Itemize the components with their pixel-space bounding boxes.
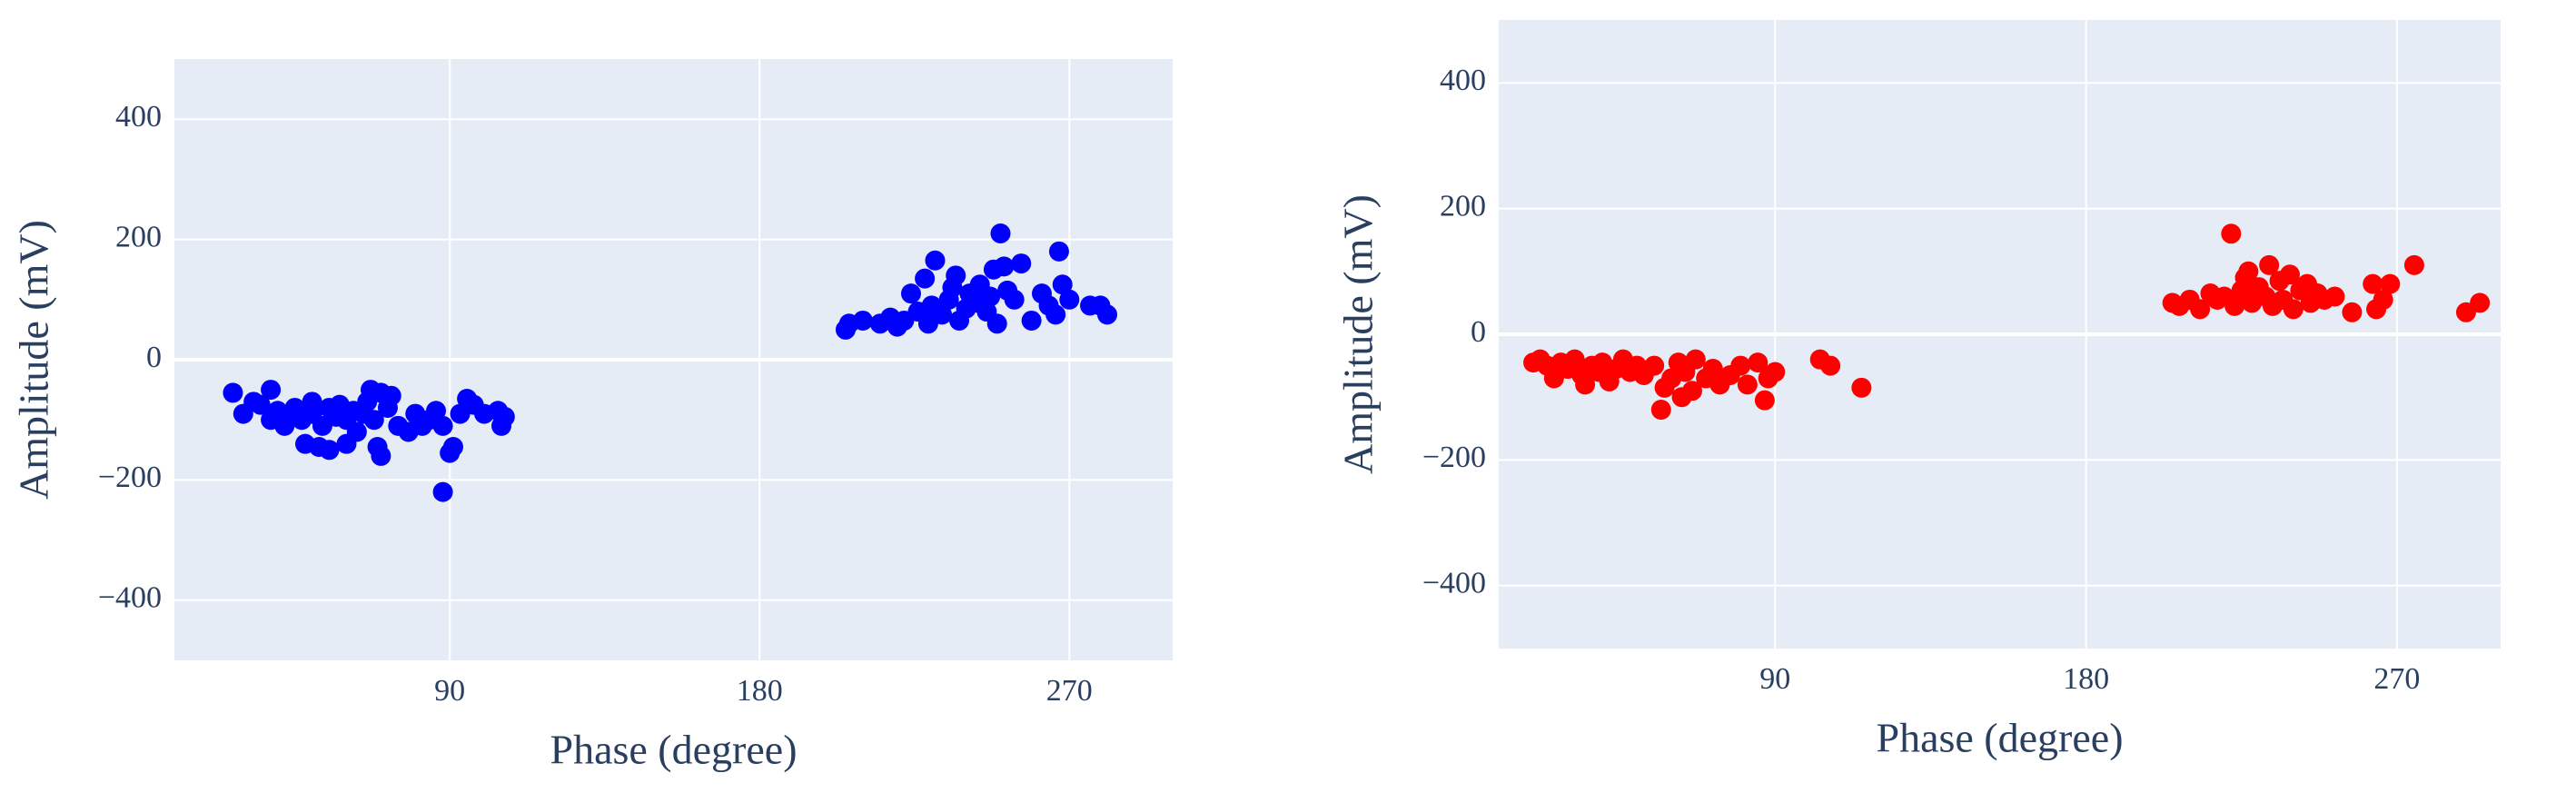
- point: [2221, 223, 2242, 244]
- point: [932, 304, 953, 325]
- y-tick-label: 200: [1440, 189, 1486, 223]
- point: [494, 406, 515, 427]
- y-tick-label: 400: [115, 100, 162, 134]
- point: [2342, 302, 2363, 322]
- point: [1820, 355, 1841, 376]
- point: [1048, 241, 1069, 262]
- point: [925, 250, 946, 271]
- x-axis-title: Phase (degree): [550, 727, 797, 773]
- y-axis-title: Amplitude (mV): [11, 220, 57, 500]
- point: [1011, 253, 1032, 274]
- point: [250, 394, 271, 415]
- point: [2470, 292, 2491, 313]
- point: [1096, 304, 1117, 325]
- chart: 90 180 270 −400 −200 0 200 400 Phase (degree) Amp…: [11, 59, 1173, 773]
- point: [980, 286, 1001, 307]
- point: [2403, 254, 2424, 275]
- point: [1737, 374, 1758, 395]
- y-tick-label: 400: [1440, 64, 1486, 97]
- point: [1851, 377, 1872, 398]
- point: [1564, 349, 1585, 370]
- point: [2373, 289, 2393, 310]
- point: [442, 436, 463, 457]
- point: [990, 223, 1011, 243]
- x-tick-label: 270: [2373, 662, 2420, 696]
- y-tick-label: −200: [98, 461, 162, 494]
- point: [1765, 362, 1786, 382]
- point: [346, 421, 367, 442]
- point: [432, 415, 453, 436]
- y-tick-label: −200: [1422, 441, 1486, 474]
- x-tick-label: 180: [2063, 662, 2109, 696]
- point: [2279, 264, 2300, 285]
- point: [1748, 352, 1769, 373]
- point: [2324, 286, 2345, 307]
- point: [986, 313, 1007, 334]
- point: [2283, 299, 2304, 320]
- y-axis-title: Amplitude (mV): [1335, 194, 1382, 474]
- point: [1575, 374, 1596, 395]
- point: [1045, 304, 1066, 325]
- point: [900, 283, 921, 304]
- x-axis-title: Phase (degree): [1876, 715, 2123, 761]
- point: [1702, 359, 1723, 380]
- y-tick-label: −400: [1422, 567, 1486, 600]
- point: [2259, 254, 2280, 275]
- point: [371, 445, 391, 466]
- point: [1004, 289, 1025, 310]
- x-tick-label: 90: [434, 674, 465, 708]
- x-tick-label: 180: [737, 674, 783, 708]
- point: [261, 380, 282, 401]
- point: [2380, 273, 2401, 294]
- x-tick-label: 90: [1759, 662, 1790, 696]
- chart: 90 180 270 −400 −200 0 200 400 Phase (degree) Amp…: [1335, 20, 2501, 761]
- point: [1650, 400, 1671, 421]
- point: [1059, 289, 1080, 310]
- point: [2238, 261, 2259, 282]
- y-tick-label: 0: [146, 341, 162, 374]
- point: [1021, 310, 1042, 331]
- y-tick-label: 200: [115, 220, 162, 253]
- point: [381, 385, 401, 406]
- point: [2190, 299, 2211, 320]
- point: [994, 256, 1015, 277]
- point: [223, 382, 243, 403]
- point: [852, 310, 873, 331]
- y-tick-label: 0: [1471, 315, 1486, 349]
- point: [915, 268, 936, 289]
- point: [946, 265, 966, 286]
- point: [1685, 349, 1706, 370]
- point: [1730, 355, 1751, 376]
- point: [2363, 273, 2383, 294]
- point: [1052, 274, 1073, 295]
- point: [1754, 390, 1775, 411]
- point: [1644, 355, 1665, 376]
- y-tick-label: −400: [98, 581, 162, 615]
- point: [319, 440, 340, 461]
- x-tick-label: 270: [1046, 674, 1093, 708]
- point: [363, 410, 384, 431]
- point: [2224, 295, 2245, 316]
- point: [1681, 381, 1702, 401]
- point: [432, 481, 453, 502]
- point: [426, 401, 447, 421]
